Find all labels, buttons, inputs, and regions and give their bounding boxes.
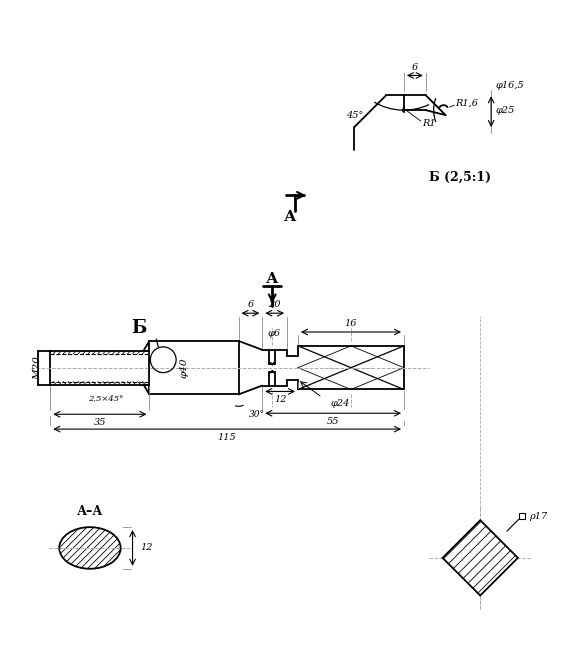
Text: R1,6: R1,6 xyxy=(456,99,479,108)
Text: M20: M20 xyxy=(33,356,42,379)
Text: ρ17: ρ17 xyxy=(529,512,547,521)
Text: φ25: φ25 xyxy=(495,106,514,115)
Ellipse shape xyxy=(59,527,121,568)
Text: 2,5×45°: 2,5×45° xyxy=(88,394,123,402)
Text: 20: 20 xyxy=(269,300,281,309)
Polygon shape xyxy=(443,520,518,595)
Text: 12: 12 xyxy=(141,544,153,552)
Text: Б (2,5:1): Б (2,5:1) xyxy=(429,170,491,184)
Text: 12: 12 xyxy=(274,395,286,404)
Text: φ16,5: φ16,5 xyxy=(495,81,524,90)
Text: 6: 6 xyxy=(412,63,418,71)
Bar xyxy=(519,514,524,519)
Text: А–А: А–А xyxy=(77,505,103,518)
Text: φ40: φ40 xyxy=(179,357,189,378)
Text: 45°: 45° xyxy=(346,111,364,120)
Text: А: А xyxy=(284,210,296,224)
Text: 55: 55 xyxy=(327,418,339,426)
Polygon shape xyxy=(443,520,518,595)
Text: 16: 16 xyxy=(345,319,357,328)
Text: 6: 6 xyxy=(248,300,253,309)
Text: φ6: φ6 xyxy=(268,329,280,338)
Text: 115: 115 xyxy=(218,433,236,442)
Text: 35: 35 xyxy=(93,418,106,428)
Ellipse shape xyxy=(59,527,121,568)
Text: А: А xyxy=(266,271,278,285)
Text: Б: Б xyxy=(131,319,146,337)
Text: φ24: φ24 xyxy=(330,399,349,408)
Text: 30°: 30° xyxy=(249,410,265,420)
Text: R1: R1 xyxy=(422,118,435,128)
